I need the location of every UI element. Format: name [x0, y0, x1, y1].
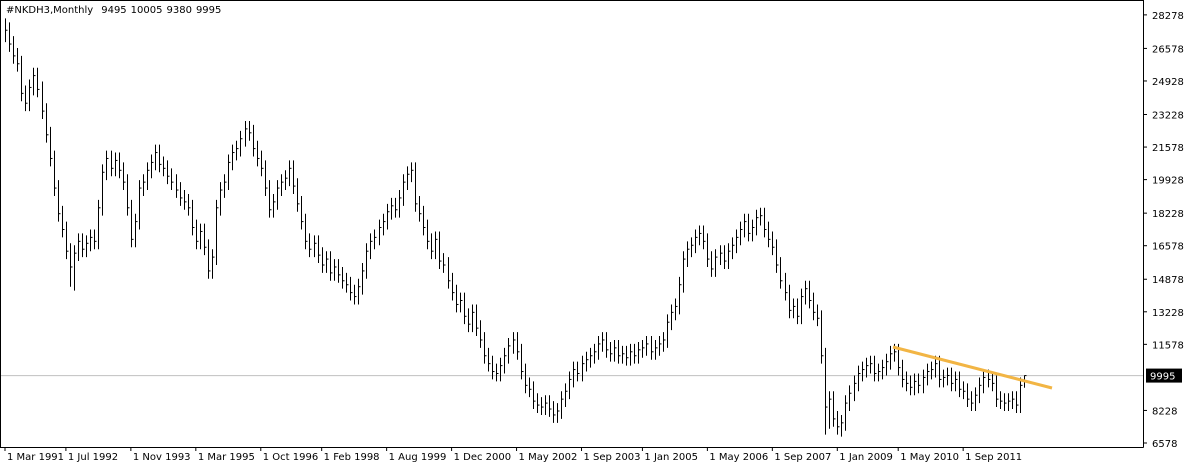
x-tick-label: 1 Jan 2009 [839, 452, 893, 463]
x-tick-label: 1 Oct 1996 [263, 452, 318, 463]
x-tick-label: 1 Aug 1999 [389, 452, 447, 463]
x-tick-label: 1 Feb 1998 [324, 452, 380, 463]
header-value: 9495 [101, 5, 126, 16]
y-tick-label: 26578 [1152, 44, 1184, 55]
x-tick-label: 1 Jan 2005 [644, 452, 698, 463]
y-tick-label: 13228 [1152, 308, 1184, 319]
y-tick-label: 23228 [1152, 111, 1184, 122]
x-tick-label: 1 Sep 2007 [774, 452, 831, 463]
trend-line [892, 345, 1053, 390]
x-tick-label: 1 May 2010 [900, 452, 959, 463]
x-tick-label: 1 Jul 1992 [68, 452, 118, 463]
header-value: 10005 [131, 5, 163, 16]
header-value: 9995 [196, 5, 221, 16]
y-tick-label: 16578 [1152, 242, 1184, 253]
y-tick-label: 19928 [1152, 176, 1184, 187]
y-tick-label: 6578 [1152, 439, 1177, 450]
current-price-label: 9995 [1150, 372, 1175, 383]
x-tick-label: 1 Nov 1993 [133, 452, 191, 463]
plot-area [0, 18, 1143, 437]
chart-symbol: #NKDH3,Monthly [6, 5, 93, 16]
price-label-box [1146, 368, 1182, 383]
x-tick-label: 1 Sep 2003 [584, 452, 641, 463]
x-tick-label: 1 Mar 1991 [7, 452, 64, 463]
y-tick-label: 24928 [1152, 77, 1184, 88]
y-tick-label: 11578 [1152, 340, 1184, 351]
y-tick-label: 14878 [1152, 275, 1184, 286]
x-tick-label: 1 Mar 1995 [198, 452, 255, 463]
y-tick-label: 28278 [1152, 11, 1184, 22]
chart-header: #NKDH3,Monthly 9495 10005 9380 9995 [6, 5, 221, 16]
x-tick-label: 1 Sep 2011 [965, 452, 1022, 463]
y-tick-label: 21578 [1152, 143, 1184, 154]
header-value: 9380 [166, 5, 191, 16]
x-tick-label: 1 Dec 2000 [454, 452, 512, 463]
x-tick-label: 1 May 2002 [519, 452, 578, 463]
x-tick-label: 1 May 2006 [709, 452, 768, 463]
y-tick-label: 8228 [1152, 406, 1177, 417]
y-tick-label: 18228 [1152, 209, 1184, 220]
